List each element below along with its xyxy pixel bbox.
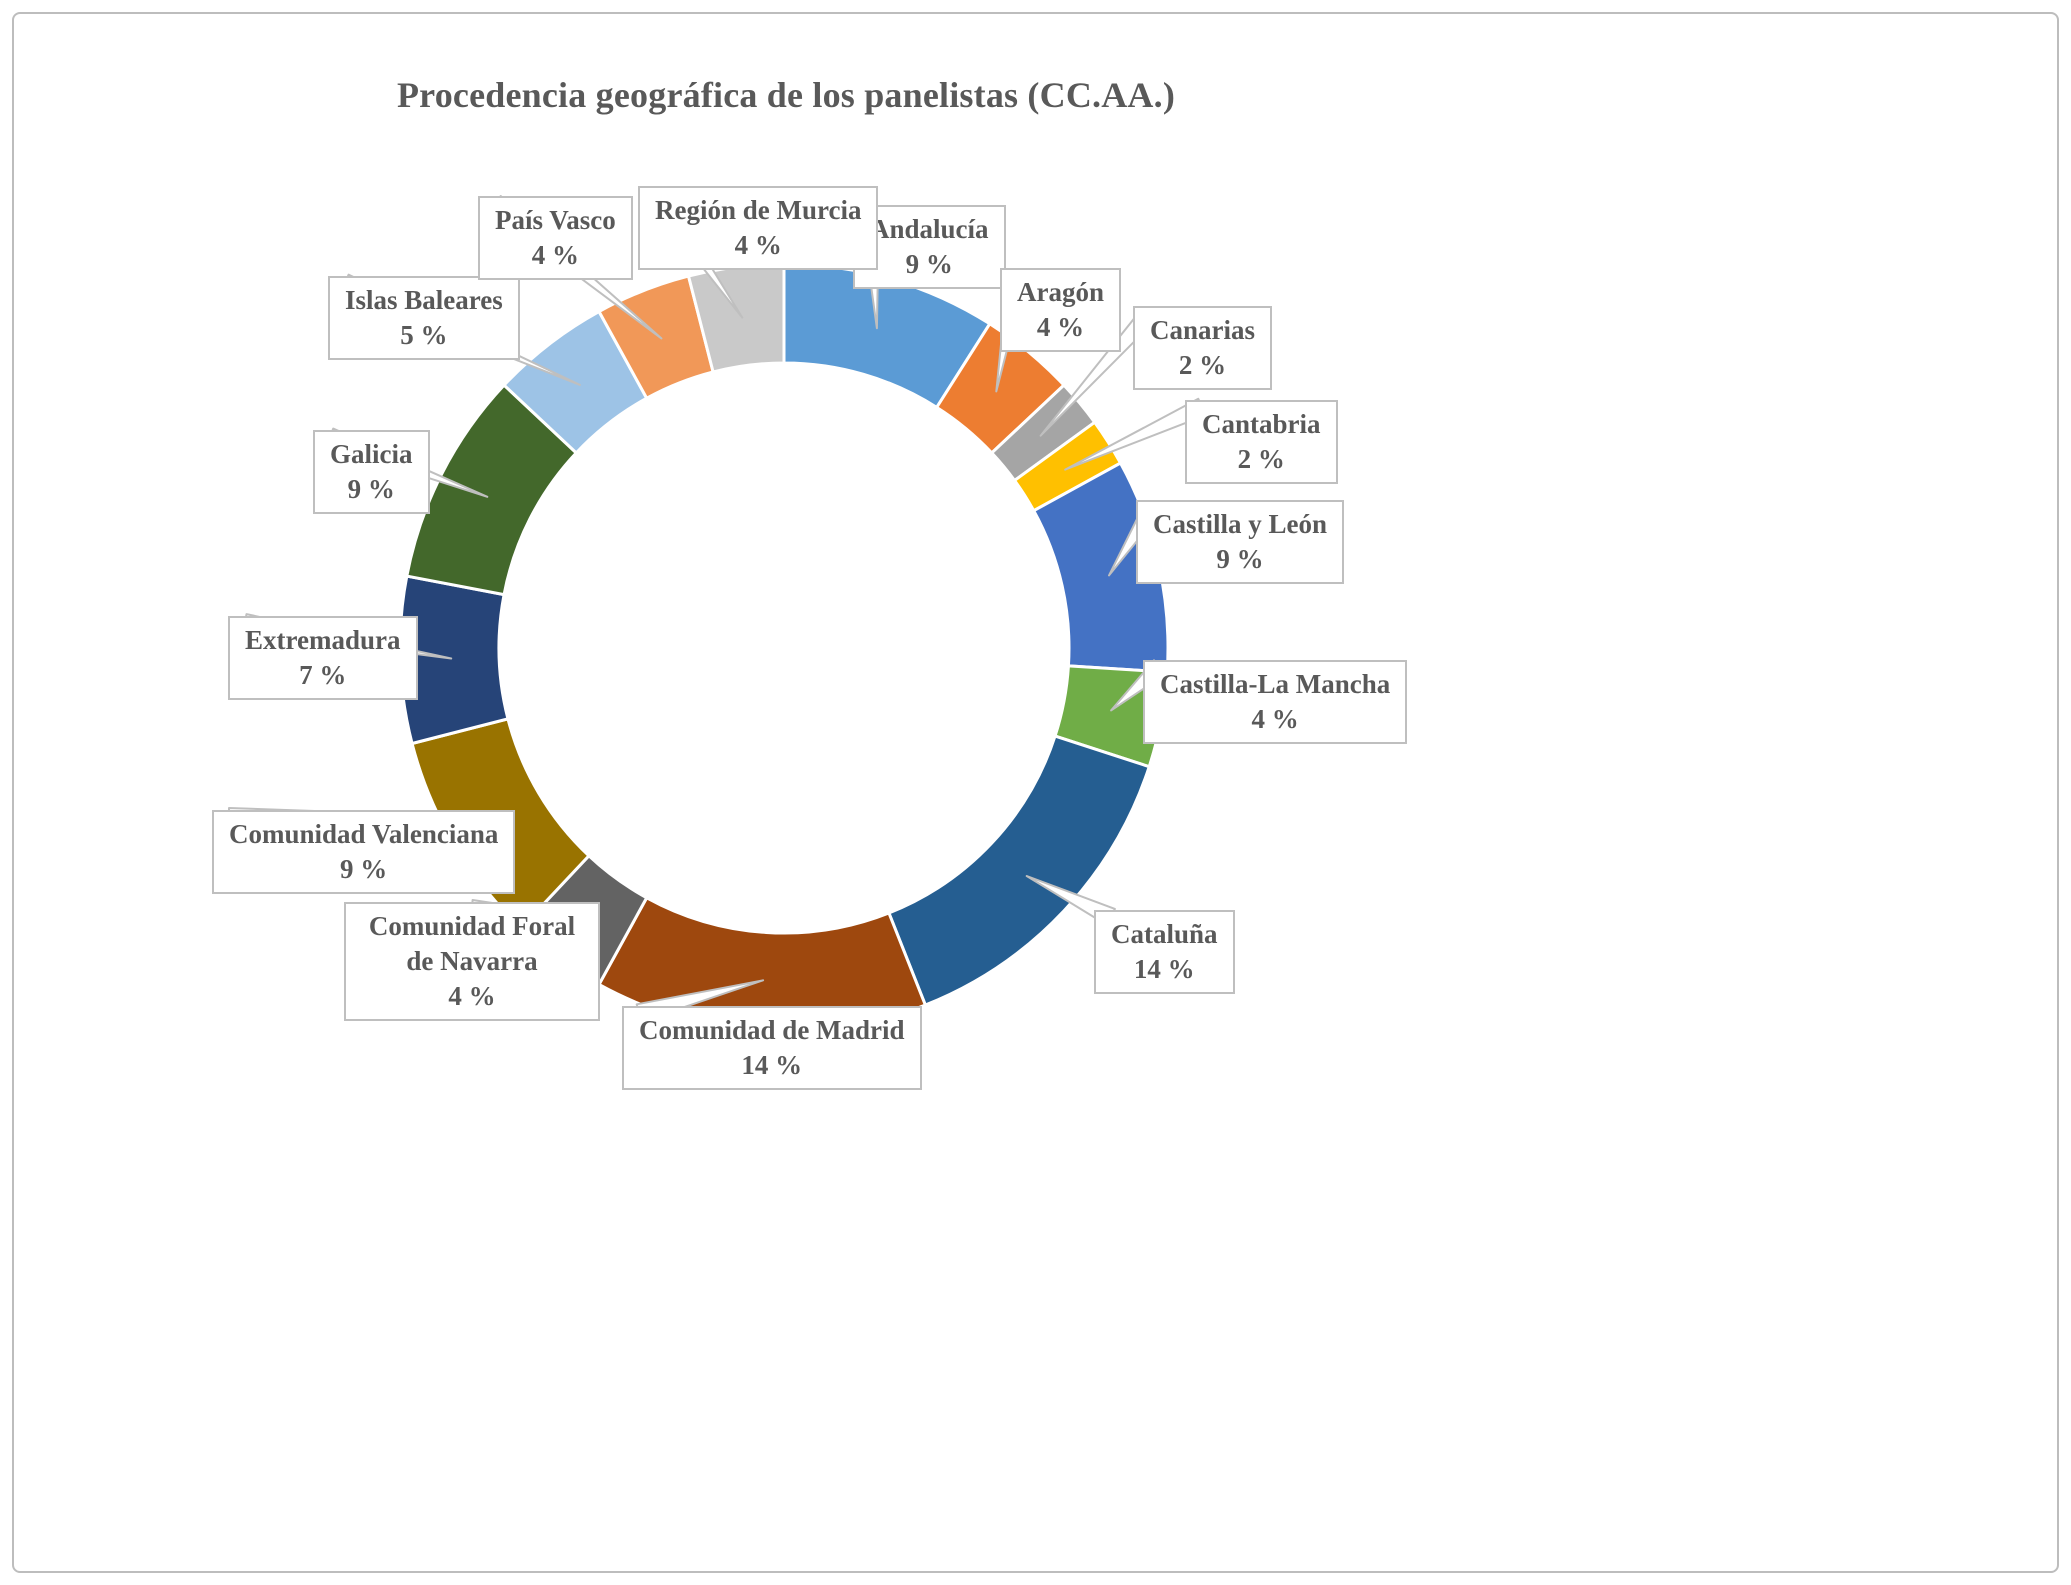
callout-region-name: Galicia [330,439,413,469]
callout-label-castilla-la-mancha: Castilla-La Mancha 4 % [1143,660,1408,744]
callout-region-name: Castilla-La Mancha [1160,669,1391,699]
callout-region-name: Andalucía [870,214,989,244]
callout-label-islas-baleares: Islas Baleares 5 % [328,276,520,360]
callout-percent-value: 14 % [1133,954,1195,984]
callout-percent-value: 9 % [905,249,953,279]
callout-label-comunidad-valenciana: Comunidad Valenciana 9 % [212,810,516,894]
callout-percent-value: 4 % [1251,704,1299,734]
callout-percent-value: 2 % [1178,350,1227,380]
chart-title: Procedencia geográfica de los panelistas… [396,75,1176,115]
callout-percent-value: 14 % [741,1050,803,1080]
callout-label-cantabria: Cantabria 2 % [1185,400,1338,484]
callout-percent-value: 4 % [531,240,580,270]
callout-region-name: Región de Murcia [655,195,862,225]
callout-label-comunidad-foral-de-navarra: Comunidad Foral de Navarra 4 % [344,902,600,1021]
callout-label-cataluna: Cataluña 14 % [1094,910,1235,994]
callout-label-castilla-y-leon: Castilla y León 9 % [1136,500,1345,584]
callout-region-name: País Vasco [495,205,616,235]
callout-label-comunidad-de-madrid: Comunidad de Madrid 14 % [622,1006,922,1090]
callout-label-aragon: Aragón 4 % [1000,268,1121,352]
callout-region-name: Islas Baleares [345,285,503,315]
callout-percent-value: 2 % [1237,444,1285,474]
callout-label-region-de-murcia: Región de Murcia 4 % [638,186,879,270]
callout-percent-value: 4 % [734,230,782,260]
callout-region-name: Extremadura [245,625,401,655]
callout-region-name: Canarias [1150,315,1256,345]
callout-region-name: Comunidad Valenciana [229,819,499,849]
callout-label-pais-vasco: País Vasco 4 % [478,196,633,280]
callout-percent-value: 5 % [400,320,448,350]
callout-region-name: Comunidad Foral de Navarra [368,911,576,976]
callout-percent-value: 9 % [1216,544,1264,574]
callout-percent-value: 9 % [347,474,395,504]
callout-percent-value: 4 % [448,981,496,1011]
callout-percent-value: 4 % [1036,312,1085,342]
callout-region-name: Castilla y León [1153,509,1328,539]
callout-label-galicia: Galicia 9 % [313,430,430,514]
callout-label-canarias: Canarias 2 % [1133,306,1273,390]
callout-percent-value: 9 % [340,854,388,884]
callout-region-name: Comunidad de Madrid [639,1015,905,1045]
callout-label-extremadura: Extremadura 7 % [228,616,418,700]
callout-region-name: Aragón [1017,277,1104,307]
callout-percent-value: 7 % [299,660,347,690]
callout-region-name: Cantabria [1202,409,1321,439]
callout-region-name: Cataluña [1111,919,1218,949]
